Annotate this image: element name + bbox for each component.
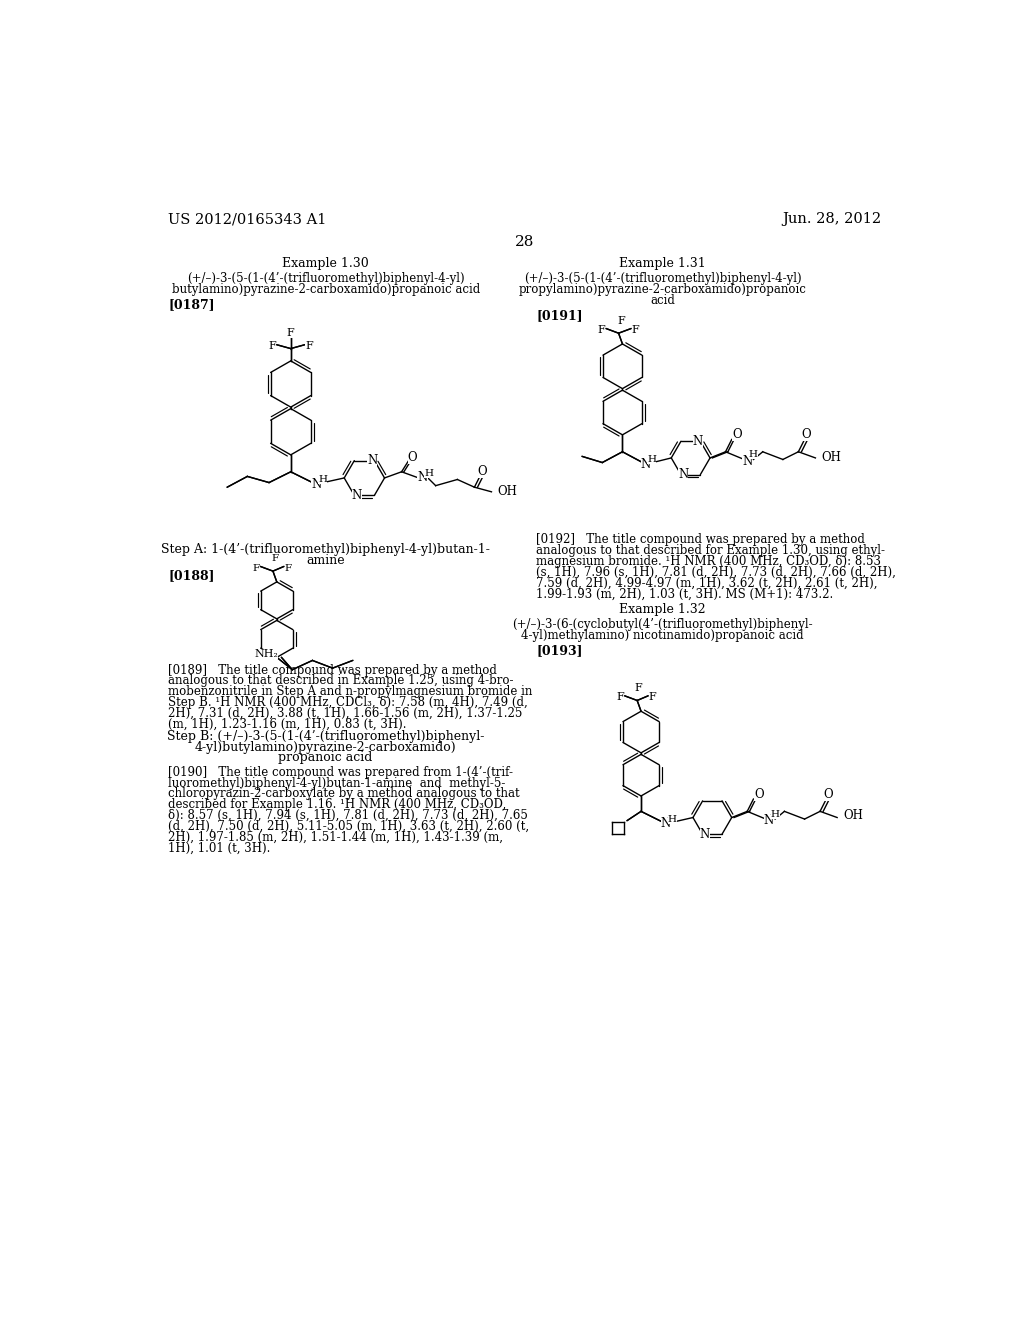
Text: O: O <box>408 451 417 465</box>
Text: δ): 8.57 (s, 1H), 7.94 (s, 1H), 7.81 (d, 2H), 7.73 (d, 2H), 7.65: δ): 8.57 (s, 1H), 7.94 (s, 1H), 7.81 (d,… <box>168 809 528 822</box>
Text: F: F <box>268 342 276 351</box>
Text: Jun. 28, 2012: Jun. 28, 2012 <box>782 213 882 226</box>
Text: described for Example 1.16. ¹H NMR (400 MHz, CD₃OD,: described for Example 1.16. ¹H NMR (400 … <box>168 799 507 812</box>
Text: F: F <box>635 684 643 693</box>
Text: (s, 1H), 7.96 (s, 1H), 7.81 (d, 2H), 7.73 (d, 2H), 7.66 (d, 2H),: (s, 1H), 7.96 (s, 1H), 7.81 (d, 2H), 7.7… <box>537 566 896 578</box>
Text: [0190]   The title compound was prepared from 1-(4’-(trif-: [0190] The title compound was prepared f… <box>168 766 513 779</box>
Text: H: H <box>318 475 327 484</box>
Text: O: O <box>477 465 487 478</box>
Text: F: F <box>598 325 605 335</box>
Text: O: O <box>732 428 742 441</box>
Text: mobenzonitrile in Step A and n-propylmagnesium bromide in: mobenzonitrile in Step A and n-propylmag… <box>168 685 532 698</box>
Text: propylamino)pyrazine-2-carboxamido)propanoic: propylamino)pyrazine-2-carboxamido)propa… <box>519 284 807 296</box>
Text: O: O <box>802 428 811 441</box>
Text: [0193]: [0193] <box>537 644 583 657</box>
Text: Example 1.32: Example 1.32 <box>620 603 707 615</box>
Text: [0192]   The title compound was prepared by a method: [0192] The title compound was prepared b… <box>537 533 865 546</box>
Text: [0187]: [0187] <box>168 298 215 310</box>
Text: 4-yl)butylamino)pyrazine-2-carboxamido): 4-yl)butylamino)pyrazine-2-carboxamido) <box>195 741 457 754</box>
Text: amine: amine <box>306 554 345 568</box>
Text: 4-yl)methylamino) nicotinamido)propanoic acid: 4-yl)methylamino) nicotinamido)propanoic… <box>521 628 804 642</box>
Text: Step B. ¹H NMR (400 MHz, CDCl₃, δ): 7.58 (m, 4H), 7.49 (d,: Step B. ¹H NMR (400 MHz, CDCl₃, δ): 7.58… <box>168 696 528 709</box>
Text: N: N <box>418 471 428 484</box>
Text: F: F <box>271 554 279 564</box>
Text: (+/–)-3-(6-(cyclobutyl(4’-(trifluoromethyl)biphenyl-: (+/–)-3-(6-(cyclobutyl(4’-(trifluorometh… <box>512 618 813 631</box>
Text: 28: 28 <box>515 235 535 249</box>
Text: H: H <box>647 455 656 463</box>
Text: N: N <box>351 488 361 502</box>
Text: N: N <box>660 817 671 830</box>
Text: (+/–)-3-(5-(1-(4’-(trifluoromethyl)biphenyl-4-yl): (+/–)-3-(5-(1-(4’-(trifluoromethyl)biphe… <box>186 272 465 285</box>
Text: luoromethyl)biphenyl-4-yl)butan-1-amine  and  methyl-5-: luoromethyl)biphenyl-4-yl)butan-1-amine … <box>168 776 506 789</box>
Text: F: F <box>632 325 640 335</box>
Text: [0188]: [0188] <box>168 569 215 582</box>
Text: chloropyrazin-2-carboxylate by a method analogous to that: chloropyrazin-2-carboxylate by a method … <box>168 788 520 800</box>
Text: F: F <box>649 693 656 702</box>
Text: H: H <box>771 810 779 818</box>
Text: N: N <box>311 478 322 491</box>
Text: N: N <box>678 469 688 480</box>
Text: Example 1.31: Example 1.31 <box>620 257 707 271</box>
Text: [0189]   The title compound was prepared by a method: [0189] The title compound was prepared b… <box>168 664 498 677</box>
Text: O: O <box>754 788 764 801</box>
Text: magnesium bromide. ¹H NMR (400 MHz, CD₃OD, δ): 8.53: magnesium bromide. ¹H NMR (400 MHz, CD₃O… <box>537 554 882 568</box>
Text: analogous to that described for Example 1.30, using ethyl-: analogous to that described for Example … <box>537 544 886 557</box>
Text: butylamino)pyrazine-2-carboxamido)propanoic acid: butylamino)pyrazine-2-carboxamido)propan… <box>171 284 480 296</box>
Text: propanoic acid: propanoic acid <box>279 751 373 764</box>
Text: 1H), 1.01 (t, 3H).: 1H), 1.01 (t, 3H). <box>168 841 270 854</box>
Text: acid: acid <box>650 294 675 308</box>
Text: 2H), 1.97-1.85 (m, 2H), 1.51-1.44 (m, 1H), 1.43-1.39 (m,: 2H), 1.97-1.85 (m, 2H), 1.51-1.44 (m, 1H… <box>168 830 504 843</box>
Text: OH: OH <box>844 809 863 822</box>
Text: F: F <box>287 329 295 338</box>
Text: N: N <box>699 828 710 841</box>
Text: F: F <box>252 564 259 573</box>
Text: H: H <box>749 450 758 459</box>
Text: O: O <box>823 788 833 801</box>
Text: NH₂: NH₂ <box>255 649 279 659</box>
Text: Step B: (+/–)-3-(5-(1-(4’-(trifluoromethyl)biphenyl-: Step B: (+/–)-3-(5-(1-(4’-(trifluorometh… <box>167 730 484 743</box>
Text: (d, 2H), 7.50 (d, 2H), 5.11-5.05 (m, 1H), 3.63 (t, 2H), 2.60 (t,: (d, 2H), 7.50 (d, 2H), 5.11-5.05 (m, 1H)… <box>168 820 529 833</box>
Text: H: H <box>424 469 433 478</box>
Text: N: N <box>641 458 651 471</box>
Text: OH: OH <box>821 451 842 465</box>
Text: 1.99-1.93 (m, 2H), 1.03 (t, 3H). MS (M+1): 473.2.: 1.99-1.93 (m, 2H), 1.03 (t, 3H). MS (M+1… <box>537 587 834 601</box>
Text: OH: OH <box>498 486 517 499</box>
Text: analogous to that described in Example 1.25, using 4-bro-: analogous to that described in Example 1… <box>168 675 514 688</box>
Text: H: H <box>668 814 677 824</box>
Text: F: F <box>305 342 313 351</box>
Text: 2H), 7.31 (d, 2H), 3.88 (t, 1H), 1.66-1.56 (m, 2H), 1.37-1.25: 2H), 7.31 (d, 2H), 3.88 (t, 1H), 1.66-1.… <box>168 706 522 719</box>
Text: F: F <box>616 693 624 702</box>
Text: Example 1.30: Example 1.30 <box>283 257 369 271</box>
Text: US 2012/0165343 A1: US 2012/0165343 A1 <box>168 213 327 226</box>
Text: F: F <box>617 315 625 326</box>
Text: (+/–)-3-(5-(1-(4’-(trifluoromethyl)biphenyl-4-yl): (+/–)-3-(5-(1-(4’-(trifluoromethyl)biphe… <box>524 272 802 285</box>
Text: [0191]: [0191] <box>537 309 583 322</box>
Text: N: N <box>742 454 753 467</box>
Text: 7.59 (d, 2H), 4.99-4.97 (m, 1H), 3.62 (t, 2H), 2.61 (t, 2H),: 7.59 (d, 2H), 4.99-4.97 (m, 1H), 3.62 (t… <box>537 577 878 590</box>
Text: (m, 1H), 1.23-1.16 (m, 1H), 0.83 (t, 3H).: (m, 1H), 1.23-1.16 (m, 1H), 0.83 (t, 3H)… <box>168 718 407 730</box>
Text: F: F <box>285 564 292 573</box>
Text: Step A: 1-(4’-(trifluoromethyl)biphenyl-4-yl)butan-1-: Step A: 1-(4’-(trifluoromethyl)biphenyl-… <box>161 544 490 557</box>
Text: N: N <box>693 434 703 447</box>
Text: N: N <box>367 454 377 467</box>
Text: N: N <box>764 814 774 828</box>
